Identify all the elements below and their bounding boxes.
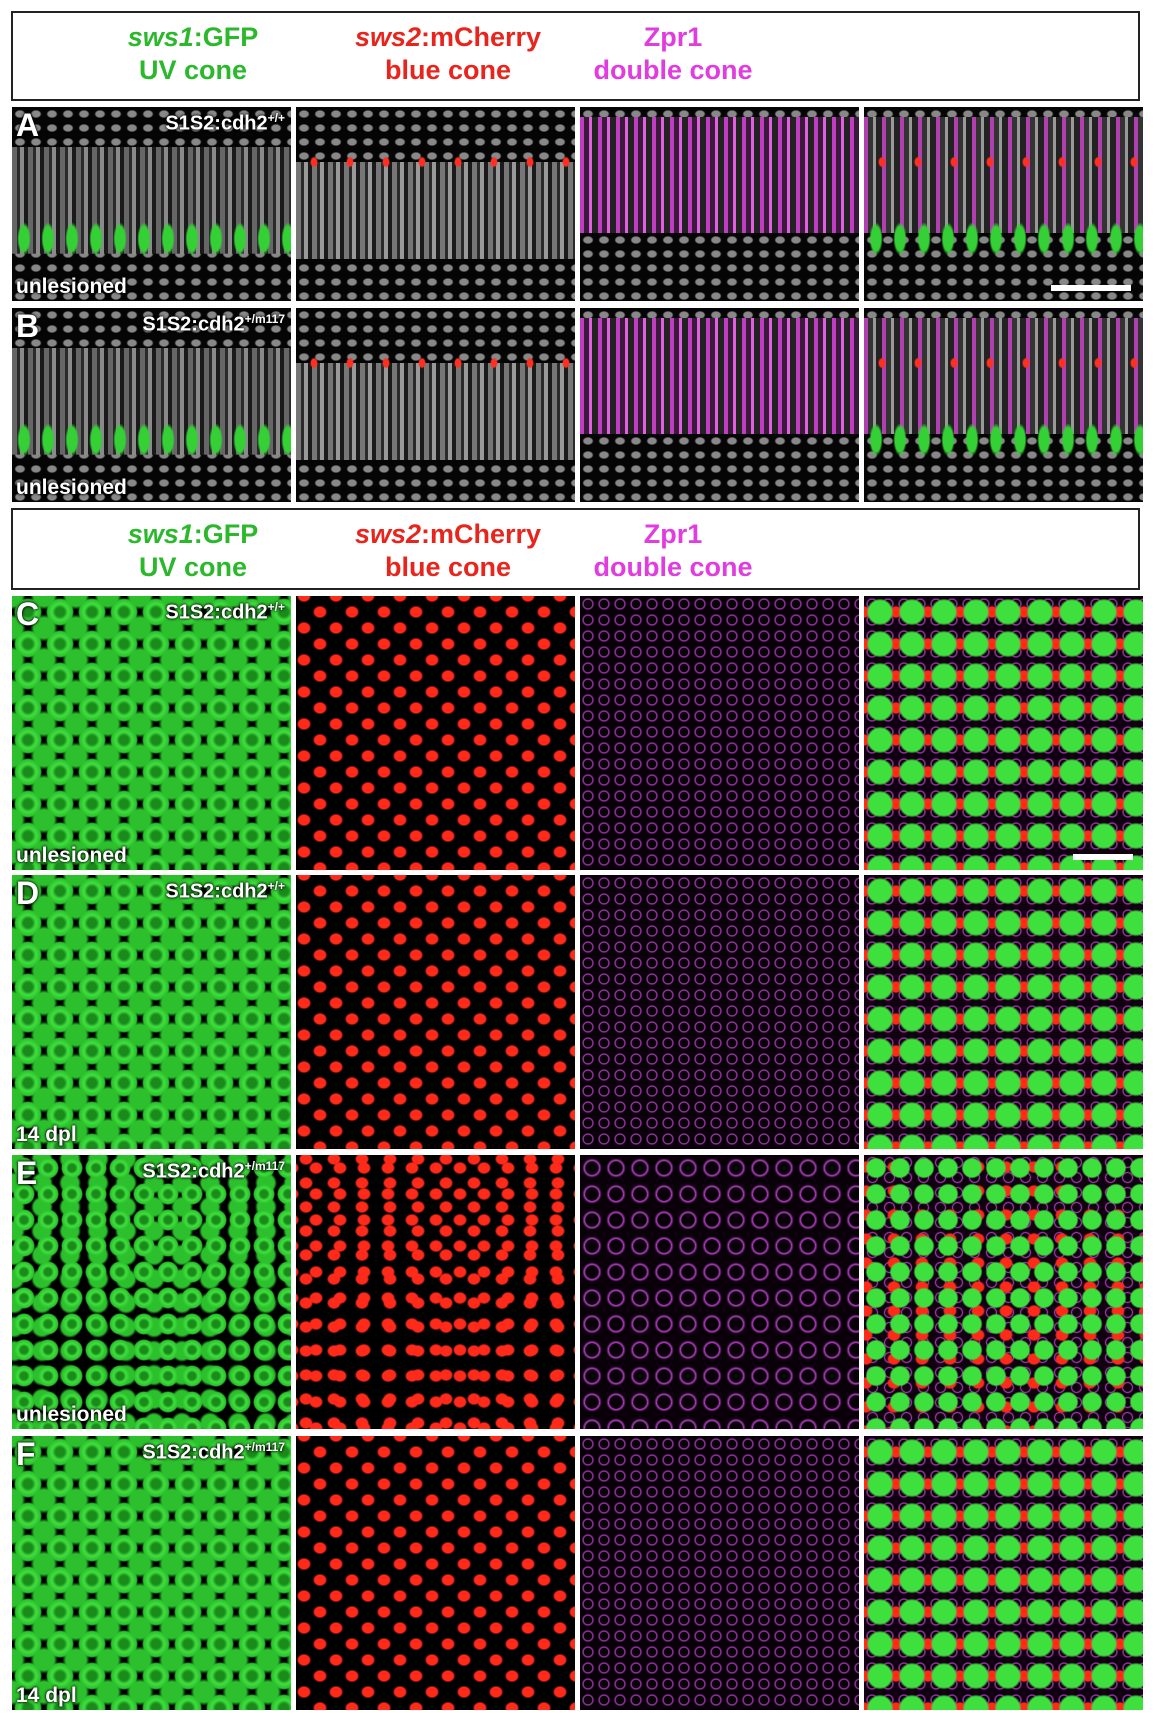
image-panel <box>296 596 575 870</box>
image-panel: B S1S2:cdh2+/m117 unlesioned <box>12 308 291 502</box>
header-box: sws1:GFP UV cone sws2:mCherry blue cone Zpr1… <box>11 508 1140 590</box>
panel-letter: C <box>16 596 40 632</box>
image-panel <box>580 596 859 870</box>
gene-name: sws1 <box>127 519 194 549</box>
image-panel: E S1S2:cdh2+/m117 unlesioned <box>12 1155 291 1429</box>
cell-type: UV cone <box>138 552 248 582</box>
image-panel: D S1S2:cdh2+/+ 14 dpl <box>12 875 291 1149</box>
image-panel <box>580 1436 859 1710</box>
image-panel: C S1S2:cdh2+/+ unlesioned <box>12 596 291 870</box>
image-panel <box>296 308 575 502</box>
image-panel <box>864 596 1143 870</box>
marker: :mCherry <box>421 22 542 52</box>
header-column: sws1:GFP UV cone <box>53 518 333 584</box>
cell-type: double cone <box>593 55 753 85</box>
image-panel <box>580 875 859 1149</box>
genotype-label: S1S2:cdh2+/+ <box>165 111 285 135</box>
header-line: Zpr1 <box>533 518 813 551</box>
panel-letter: A <box>16 107 40 143</box>
condition-label: unlesioned <box>16 844 127 867</box>
header-column: sws2:mCherry blue cone <box>308 21 588 87</box>
image-panel: F S1S2:cdh2+/m117 14 dpl <box>12 1436 291 1710</box>
marker: :GFP <box>193 22 259 52</box>
header-column: Zpr1 double cone <box>533 518 813 584</box>
image-panel: A S1S2:cdh2+/+ unlesioned <box>12 107 291 301</box>
scale-bar <box>1073 854 1133 860</box>
gene-name: Zpr1 <box>643 519 703 549</box>
gene-name: sws2 <box>354 22 421 52</box>
panel-letter: F <box>16 1436 36 1472</box>
image-panel <box>864 875 1143 1149</box>
header-column: Zpr1 double cone <box>533 21 813 87</box>
image-panel <box>864 308 1143 502</box>
image-panel <box>864 1436 1143 1710</box>
header-line: sws2:mCherry <box>308 518 588 551</box>
header-line: sws2:mCherry <box>308 21 588 54</box>
marker: :GFP <box>193 519 259 549</box>
condition-label: 14 dpl <box>16 1123 77 1146</box>
condition-label: unlesioned <box>16 1403 127 1426</box>
allele: +/+ <box>267 879 285 893</box>
image-panel <box>296 1155 575 1429</box>
header-line: Zpr1 <box>533 21 813 54</box>
image-panel <box>864 107 1143 301</box>
image-panel <box>296 107 575 301</box>
header-box: sws1:GFP UV cone sws2:mCherry blue cone Zpr1… <box>11 11 1140 101</box>
cell-type: UV cone <box>138 55 248 85</box>
marker: :mCherry <box>421 519 542 549</box>
gene-name: sws1 <box>127 22 194 52</box>
genotype-label: S1S2:cdh2+/m117 <box>142 312 285 336</box>
genotype-label: S1S2:cdh2+/m117 <box>142 1159 285 1183</box>
condition-label: unlesioned <box>16 476 127 499</box>
image-panel <box>296 1436 575 1710</box>
image-panel <box>580 308 859 502</box>
condition-label: 14 dpl <box>16 1684 77 1707</box>
header-line: sws1:GFP <box>53 518 333 551</box>
header-line: sws1:GFP <box>53 21 333 54</box>
image-panel <box>580 1155 859 1429</box>
allele: +/+ <box>267 600 285 614</box>
genotype-label: S1S2:cdh2+/+ <box>165 879 285 903</box>
cell-type: blue cone <box>384 552 512 582</box>
scale-bar <box>1051 285 1131 291</box>
panel-letter: E <box>16 1155 38 1191</box>
panel-letter: D <box>16 875 40 911</box>
condition-label: unlesioned <box>16 275 127 298</box>
cell-type: double cone <box>593 552 753 582</box>
image-panel <box>580 107 859 301</box>
cell-type: blue cone <box>384 55 512 85</box>
panel-letter: B <box>16 308 40 344</box>
header-column: sws2:mCherry blue cone <box>308 518 588 584</box>
header-column: sws1:GFP UV cone <box>53 21 333 87</box>
allele: +/+ <box>267 111 285 125</box>
image-panel <box>864 1155 1143 1429</box>
allele: +/m117 <box>244 1159 285 1173</box>
genotype-label: S1S2:cdh2+/m117 <box>142 1440 285 1464</box>
image-panel <box>296 875 575 1149</box>
allele: +/m117 <box>244 312 285 326</box>
genotype-label: S1S2:cdh2+/+ <box>165 600 285 624</box>
gene-name: sws2 <box>354 519 421 549</box>
allele: +/m117 <box>244 1440 285 1454</box>
gene-name: Zpr1 <box>643 22 703 52</box>
